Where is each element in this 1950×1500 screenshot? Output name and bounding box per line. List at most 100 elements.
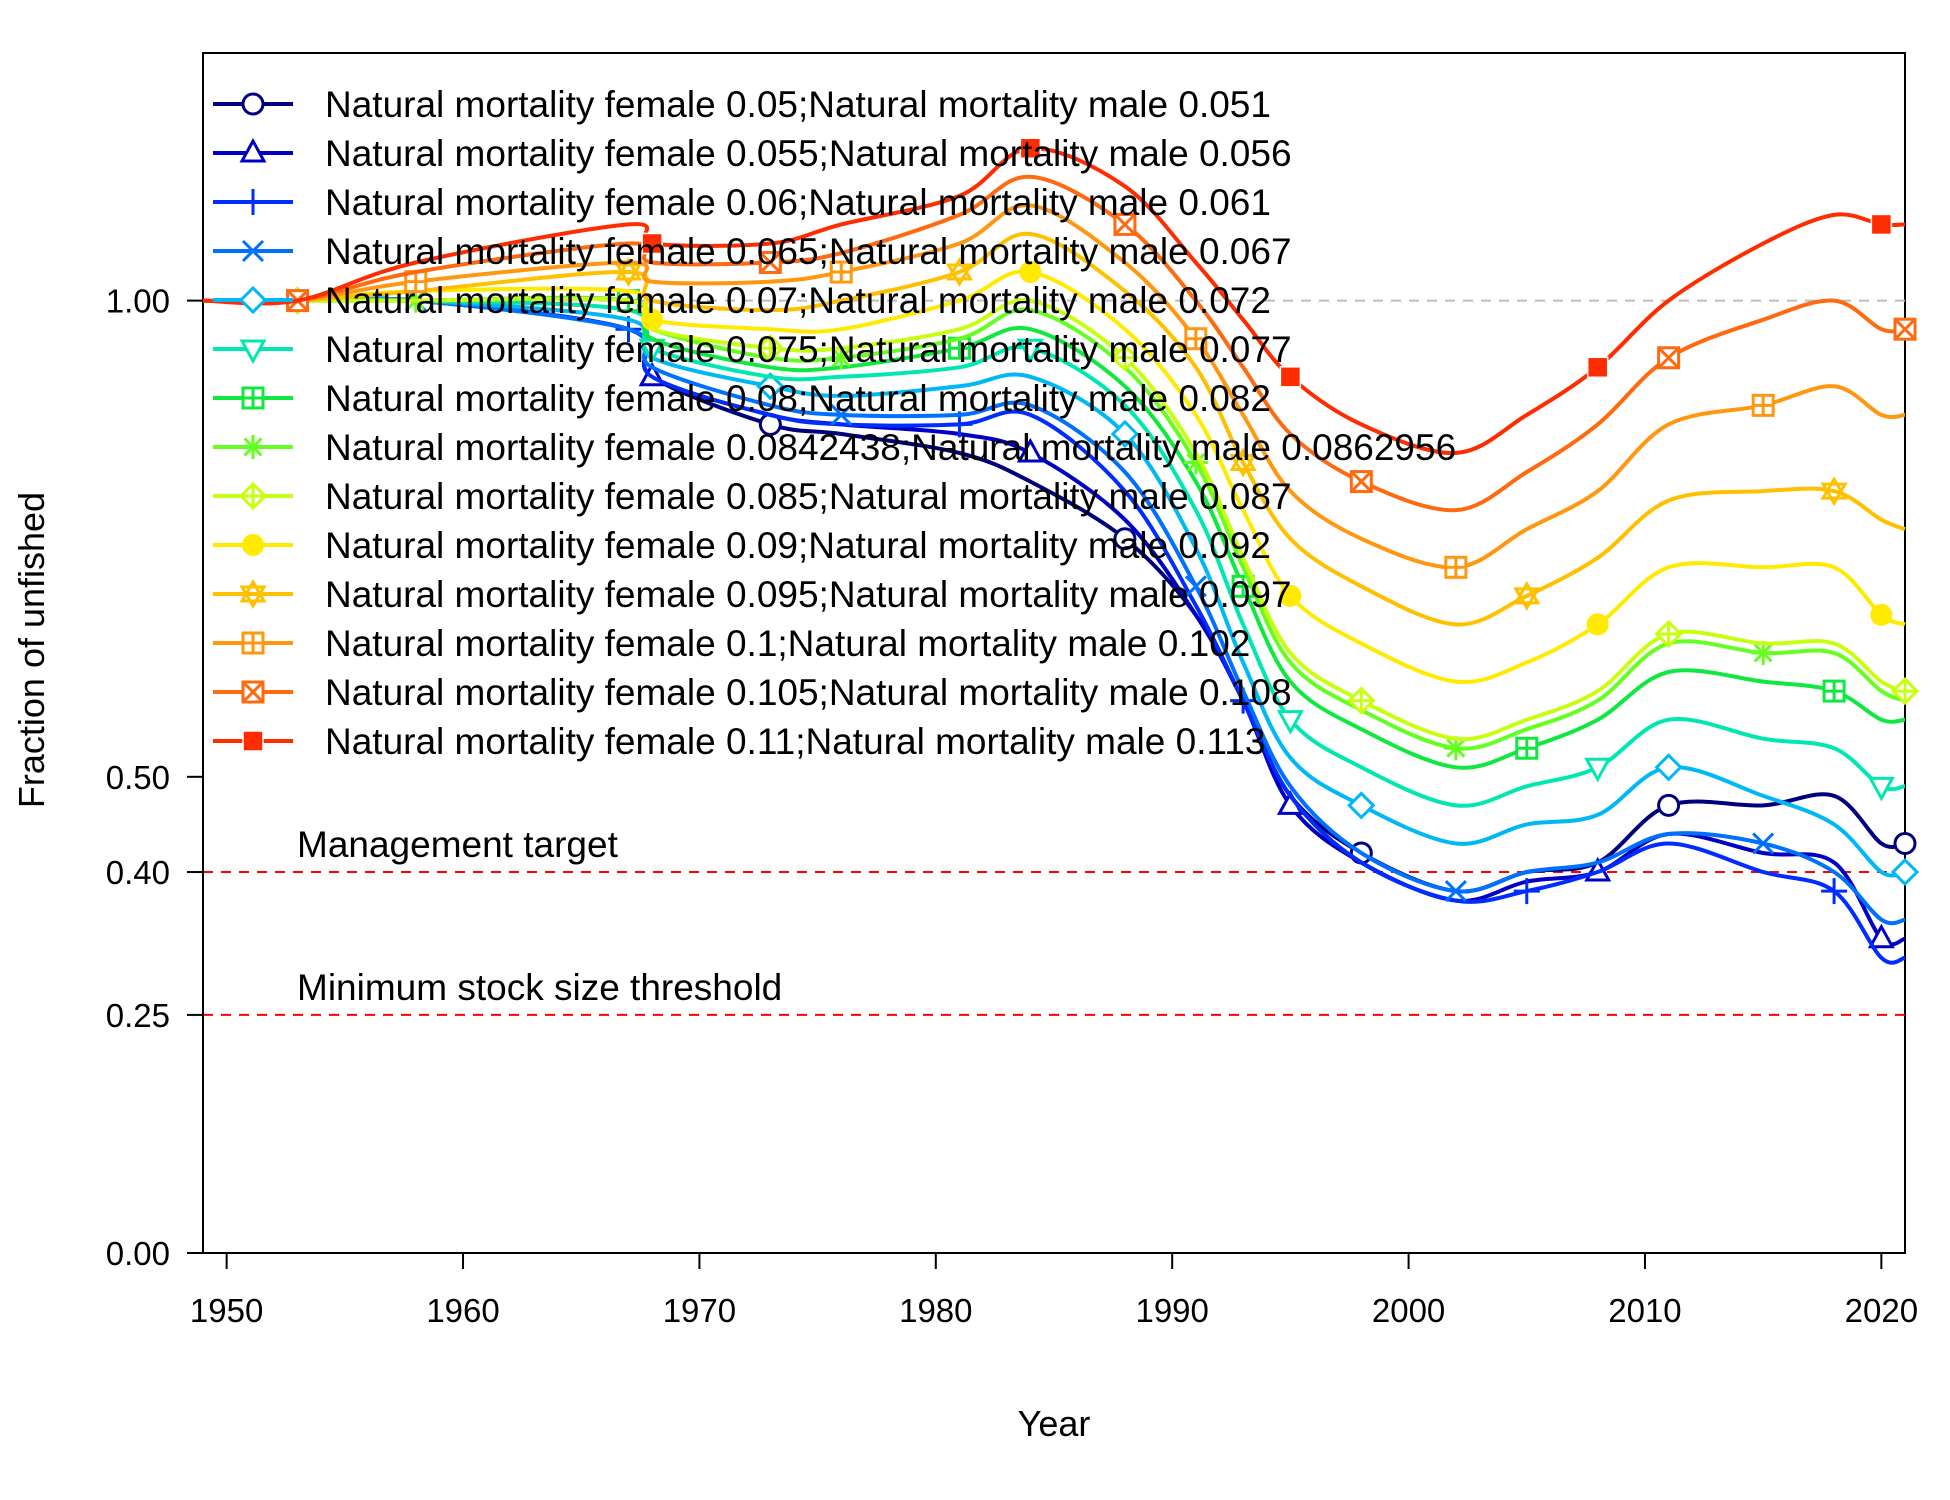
x-tick-label-1950: 1950 [190,1292,263,1329]
series-6-point-6 [947,336,971,360]
y-tick-label-0.50: 0.50 [106,759,170,796]
legend-label-13: Natural mortality female 0.11;Natural mo… [325,721,1265,762]
series-5-point-7 [1016,338,1044,364]
series-0-point-16 [1657,793,1681,817]
reference-label-2: Minimum stock size threshold [297,967,782,1008]
series-10-point-18 [1820,476,1848,507]
series-6-point-14 [1515,736,1539,760]
series-5-point-11 [1276,710,1304,735]
series-12-point-16 [1657,346,1681,370]
legend-label-12: Natural mortality female 0.105;Natural m… [325,672,1292,713]
y-tick-label-0.00: 0.00 [106,1235,170,1272]
series-line-13 [202,146,1906,456]
legend-marker-9 [242,534,264,556]
series-13-point-7 [1019,137,1042,159]
reference-label-1: Management target [297,824,619,865]
series-11-point-5 [829,260,853,284]
axes: 1950 1960 1970 1980 1990 2000 2010 2020 0.00 0.25… [106,283,1918,1329]
series-12-point-4 [758,251,782,275]
series-4-point-4 [756,372,785,401]
series-13-point-11 [1279,366,1302,388]
y-tick-label-0.40: 0.40 [106,854,170,891]
series-0-point-20 [1893,831,1917,855]
reference-lines: Management target Minimum stock size thre… [203,299,1905,1016]
series-13-point-15 [1586,356,1609,379]
legend-label-5: Natural mortality female 0.075;Natural m… [325,329,1292,370]
series-11-point-17 [1751,393,1775,417]
series-10-point-2 [614,257,643,288]
legend-marker-8 [238,481,268,511]
series-12-point-8 [1113,212,1137,236]
series-5-point-19 [1867,776,1895,802]
series-4-point-12 [1347,791,1376,820]
legend-marker-1 [239,137,267,163]
series-10-point-14 [1513,580,1541,611]
series-line-3 [202,296,1906,926]
series-7-point-5 [829,345,854,370]
series-5-point-15 [1584,757,1612,783]
legend-marker-2 [240,189,266,215]
series-8-point-20 [1890,676,1920,706]
series-4-point-16 [1654,753,1683,782]
legend-label-8: Natural mortality female 0.085;Natural m… [325,476,1292,517]
legend-marker-11 [241,631,265,655]
legend-marker-6 [241,386,265,410]
y-tick-label-0.25: 0.25 [106,997,170,1034]
series-6-point-18 [1822,679,1846,703]
series-12-point-12 [1349,470,1373,494]
series-0-point-8 [1113,527,1137,551]
series-11-point-9 [1184,327,1208,351]
series-9-point-11 [1279,584,1302,607]
x-tick-label-1970: 1970 [663,1292,736,1329]
series-10-point-6 [945,257,974,288]
legend-marker-0 [241,92,265,116]
series-9-point-7 [1019,261,1042,284]
series-lines [202,137,1920,965]
legend-marker-12 [241,680,265,704]
legend-marker-13 [242,730,264,752]
legend-label-6: Natural mortality female 0.08;Natural mo… [325,378,1271,419]
legend-label-11: Natural mortality female 0.1;Natural mor… [325,623,1250,664]
series-9-point-19 [1870,603,1893,626]
x-axis-title: Year [1018,1403,1091,1444]
legend-label-9: Natural mortality female 0.09;Natural mo… [325,525,1271,566]
series-3-point-13 [1444,880,1467,903]
series-8-point-12 [1347,686,1376,715]
legend-marker-4 [238,285,268,315]
legend-label-1: Natural mortality female 0.055;Natural m… [325,133,1292,174]
series-3-point-5 [830,403,853,426]
x-tick-label-1960: 1960 [426,1292,499,1329]
x-tick-label-1990: 1990 [1135,1292,1208,1329]
series-3-point-17 [1752,832,1775,855]
legend-label-2: Natural mortality female 0.06;Natural mo… [325,182,1271,223]
legend-marker-3 [241,239,265,263]
series-4-point-20 [1890,857,1920,887]
series-1-point-7 [1016,437,1044,463]
series-13-point-3 [641,232,663,255]
series-4-point-8 [1110,419,1140,449]
series-12-point-20 [1893,317,1917,341]
legend-label-3: Natural mortality female 0.065;Natural m… [325,231,1292,272]
legend-label-10: Natural mortality female 0.095;Natural m… [325,574,1292,615]
series-13-point-19 [1870,213,1893,236]
series-2-point-14 [1513,878,1540,905]
x-tick-label-2000: 2000 [1372,1292,1445,1329]
legend: Natural mortality female 0.05;Natural mo… [213,84,1456,762]
legend-marker-7 [241,435,265,459]
series-8-point-8 [1110,343,1140,372]
series-2-point-18 [1821,878,1848,905]
series-8-point-16 [1654,619,1683,649]
legend-label-4: Natural mortality female 0.07;Natural mo… [325,280,1271,321]
x-tick-label-1980: 1980 [899,1292,972,1329]
legend-label-0: Natural mortality female 0.05;Natural mo… [325,84,1271,125]
series-8-point-4 [756,334,785,363]
x-tick-label-2010: 2010 [1608,1292,1681,1329]
series-3-point-9 [1184,575,1207,598]
series-line-10 [202,231,1906,627]
series-9-point-3 [641,308,664,331]
y-axis-title: Fraction of unfished [11,492,52,808]
series-10-point-10 [1229,447,1257,478]
legend-label-7: Natural mortality female 0.0842438;Natur… [325,427,1456,468]
series-line-9 [202,269,1906,685]
